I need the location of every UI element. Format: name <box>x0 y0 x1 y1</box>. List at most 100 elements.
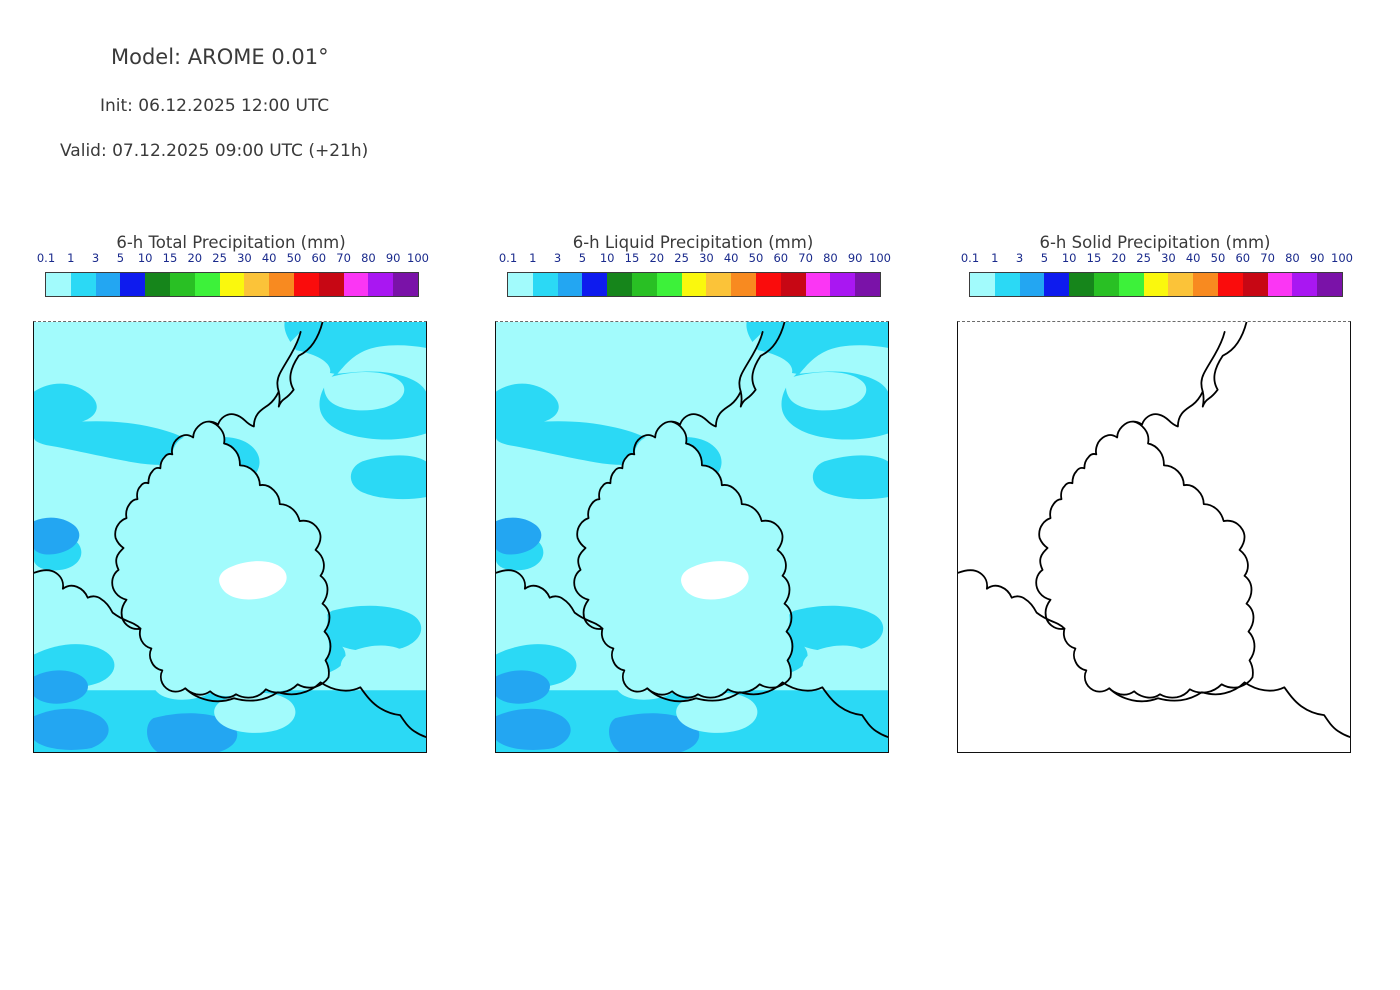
colorbar-tick-0-1: 0.1 <box>960 251 980 265</box>
map-solid[interactable] <box>957 321 1351 753</box>
colorbar-swatch-12 <box>343 273 369 296</box>
neighbouring-country-border-0 <box>958 569 1066 630</box>
neighbouring-country-border-0 <box>496 569 604 630</box>
colorbar-swatch-9 <box>731 273 756 296</box>
map-svg-solid <box>958 322 1350 738</box>
colorbar-swatch-4 <box>607 273 632 296</box>
colorbar-swatch-2 <box>95 273 121 296</box>
panel-title-total: 6-h Total Precipitation (mm) <box>116 233 346 252</box>
colorbar-swatch-2 <box>1019 273 1045 296</box>
colorbar-swatch-6 <box>1118 273 1144 296</box>
colorbar-swatches-total <box>45 272 419 297</box>
colorbar-tick-20: 20 <box>1111 251 1127 265</box>
precip-band-3-to-5mm-1 <box>496 670 550 704</box>
neighbouring-country-border-2 <box>277 322 324 408</box>
colorbar-swatch-11 <box>318 273 344 296</box>
colorbar-swatch-9 <box>269 273 294 296</box>
colorbar-tick-60: 60 <box>1235 251 1251 265</box>
precip-fill-layer-total <box>34 322 426 752</box>
model-label: Model: AROME 0.01° <box>111 45 329 69</box>
colorbar-swatch-7 <box>219 273 245 296</box>
colorbar-swatch-14 <box>1317 273 1342 296</box>
colorbar-tick-10: 10 <box>1061 251 1077 265</box>
luxembourg-national-border <box>111 331 332 699</box>
colorbar-ticks-total: 0.1 1 3 5 10 15 20 25 30 40 50 60 70 80 90 100 <box>33 251 429 269</box>
colorbar-swatch-0 <box>46 273 71 296</box>
colorbar-tick-10: 10 <box>599 251 615 265</box>
colorbar-tick-70: 70 <box>336 251 351 265</box>
map-total[interactable] <box>33 321 427 753</box>
colorbar-ticks-liquid: 0.1 1 3 5 10 15 20 25 30 40 50 60 70 80 90 100 <box>495 251 891 269</box>
panel-title-solid: 6-h Solid Precipitation (mm) <box>1039 233 1271 252</box>
precip-band-below-0-1mm-0 <box>219 561 287 600</box>
map-svg-liquid <box>496 322 888 752</box>
colorbar-swatch-8 <box>1168 273 1194 296</box>
colorbar-tick-30: 30 <box>237 251 252 265</box>
colorbar-total: 0.1 1 3 5 10 15 20 25 30 40 50 60 70 80 90 100 <box>33 251 429 297</box>
country-border-layer-solid <box>958 322 1350 738</box>
precip-band-3-to-5mm-0 <box>496 517 542 555</box>
precip-band-3-to-5mm-1 <box>34 670 88 704</box>
colorbar-tick-1: 1 <box>991 251 999 265</box>
colorbar-tick-40: 40 <box>723 251 739 265</box>
colorbar-swatches-solid <box>969 272 1343 297</box>
luxembourg-interior-fill <box>112 331 330 697</box>
country-border-layer-total <box>34 322 426 738</box>
colorbar-swatch-3 <box>120 273 146 296</box>
colorbar-tick-5: 5 <box>116 251 125 265</box>
colorbar-solid: 0.1 1 3 5 10 15 20 25 30 40 50 60 70 80 90 100 <box>957 251 1353 297</box>
panel-solid-precipitation: 6-h Solid Precipitation (mm) 0.1 1 3 5 10 15 2… <box>924 0 1386 990</box>
colorbar-tick-80: 80 <box>1285 251 1300 265</box>
colorbar-tick-3: 3 <box>553 251 562 265</box>
init-time-label: Init: 06.12.2025 12:00 UTC <box>100 96 330 116</box>
colorbar-tick-50: 50 <box>1210 251 1226 265</box>
precip-band-0-1-to-1mm-pocket-2 <box>214 692 296 733</box>
colorbar-swatch-5 <box>1093 273 1119 296</box>
colorbar-swatch-12 <box>1267 273 1293 296</box>
precip-band-0-1-to-1mm-pocket-3 <box>802 645 874 686</box>
precip-band-0-1-to-1mm-pocket-3 <box>340 645 412 686</box>
colorbar-tick-80: 80 <box>823 251 838 265</box>
colorbar-swatch-1 <box>70 273 96 296</box>
colorbar-swatch-1 <box>994 273 1020 296</box>
colorbar-swatch-0 <box>508 273 533 296</box>
precip-band-1-to-3mm-0 <box>34 383 195 465</box>
colorbar-swatch-3 <box>582 273 608 296</box>
colorbar-tick-1: 1 <box>529 251 537 265</box>
precip-band-0-1-to-1mm-pocket-5 <box>786 371 867 411</box>
colorbar-tick-40: 40 <box>1185 251 1201 265</box>
colorbar-tick-5: 5 <box>578 251 587 265</box>
colorbar-swatch-5 <box>169 273 195 296</box>
valid-time-label: Valid: 07.12.2025 09:00 UTC (+21h) <box>60 141 369 161</box>
colorbar-tick-20: 20 <box>187 251 203 265</box>
precip-band-0-1-to-1mm-pocket-2 <box>676 692 758 733</box>
colorbar-tick-30: 30 <box>1161 251 1176 265</box>
colorbar-tick-30: 30 <box>699 251 714 265</box>
colorbar-swatch-14 <box>393 273 418 296</box>
colorbar-ticks-solid: 0.1 1 3 5 10 15 20 25 30 40 50 60 70 80 90 100 <box>957 251 1353 269</box>
precip-band-3-to-5mm-2 <box>496 708 571 750</box>
colorbar-tick-15: 15 <box>1086 251 1102 265</box>
precip-band-1-to-3mm-8 <box>322 605 422 652</box>
colorbar-swatch-9 <box>1193 273 1218 296</box>
colorbar-tick-0-1: 0.1 <box>36 251 56 265</box>
map-liquid[interactable] <box>495 321 889 753</box>
colorbar-swatch-10 <box>755 273 781 296</box>
precip-band-3-to-5mm-3 <box>147 713 238 752</box>
neighbouring-country-border-1 <box>646 681 888 738</box>
colorbar-tick-20: 20 <box>649 251 665 265</box>
luxembourg-national-border <box>573 331 794 699</box>
colorbar-tick-3: 3 <box>91 251 100 265</box>
colorbar-swatch-2 <box>557 273 583 296</box>
neighbouring-country-border-2 <box>739 322 786 408</box>
colorbar-tick-1: 1 <box>67 251 75 265</box>
precip-band-1-to-3mm-3 <box>350 455 426 500</box>
colorbar-tick-100: 100 <box>407 251 429 265</box>
colorbar-swatch-10 <box>293 273 319 296</box>
colorbar-swatch-13 <box>1292 273 1318 296</box>
colorbar-tick-50: 50 <box>286 251 302 265</box>
colorbar-tick-70: 70 <box>798 251 813 265</box>
colorbar-swatch-7 <box>681 273 707 296</box>
colorbar-tick-60: 60 <box>311 251 327 265</box>
colorbar-swatch-1 <box>532 273 558 296</box>
